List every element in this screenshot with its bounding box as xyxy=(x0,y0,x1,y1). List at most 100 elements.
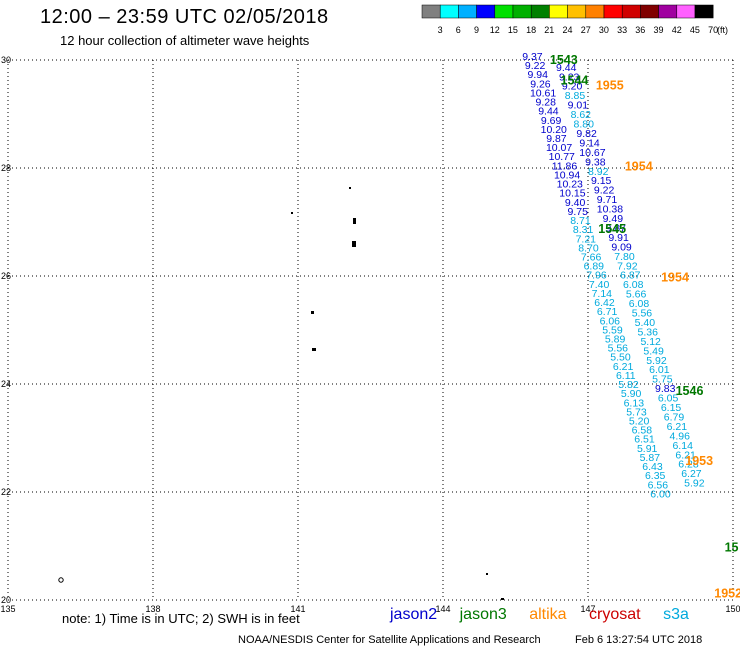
colorbar-tick-label: 33 xyxy=(617,25,627,35)
wave-height-value: 6.21 xyxy=(667,421,688,433)
wave-height-value: 8.70 xyxy=(578,242,599,254)
wave-height-value: 9.28 xyxy=(536,97,557,109)
colorbar-tick-label: 42 xyxy=(672,25,682,35)
wave-height-value: 6.87 xyxy=(620,270,641,282)
colorbar-tick-label: 30 xyxy=(599,25,609,35)
pass-time-label: 1543 xyxy=(550,53,578,67)
wave-height-value: 9.37 xyxy=(522,51,543,63)
pass-time-label: 15 xyxy=(725,540,739,554)
wave-height-value: 6.58 xyxy=(632,425,653,437)
wave-height-value: 9.20 xyxy=(562,81,583,93)
wave-height-value: 9.87 xyxy=(546,133,567,145)
wave-height-value: 7.66 xyxy=(581,251,602,263)
wave-height-value: 10.20 xyxy=(541,124,567,136)
wave-height-value: 8.62 xyxy=(571,109,592,121)
latitude-tick-label: 26 xyxy=(1,271,11,281)
island xyxy=(352,241,356,247)
footer-timestamp: Feb 6 13:27:54 UTC 2018 xyxy=(575,634,703,646)
wave-height-value: 5.40 xyxy=(635,317,656,329)
colorbar-tick-label: 3 xyxy=(438,25,443,35)
latitude-tick-label: 30 xyxy=(1,55,11,65)
wave-height-value: 9.14 xyxy=(579,137,600,149)
colorbar-tick-label: 18 xyxy=(526,25,536,35)
colorbar-unit-label: (ft) xyxy=(717,25,728,35)
wave-height-value: 5.12 xyxy=(640,336,661,348)
wave-height-value: 5.49 xyxy=(643,345,664,357)
wave-height-value: 6.21 xyxy=(675,449,696,461)
colorbar-tick-label: 6 xyxy=(456,25,461,35)
wave-height-value: 10.94 xyxy=(554,169,580,181)
longitude-tick-label: 147 xyxy=(580,604,595,614)
colorbar-tick-label: 45 xyxy=(690,25,700,35)
track-s3a-1: 9.449.239.208.859.018.628.809.829.1410.6… xyxy=(556,62,705,490)
colorbar-tick-label: 15 xyxy=(508,25,518,35)
wave-height-value: 9.83 xyxy=(655,383,676,395)
latitude-tick-label: 22 xyxy=(1,487,11,497)
wave-height-value: 6.01 xyxy=(649,364,670,376)
page-subtitle: 12 hour collection of altimeter wave hei… xyxy=(60,33,310,48)
wave-height-value: 10.67 xyxy=(579,147,605,159)
wave-height-value: 5.92 xyxy=(646,355,667,367)
colorbar-tick-label: 70 xyxy=(708,25,718,35)
wave-height-value: 5.92 xyxy=(684,478,705,490)
wave-height-value: 9.38 xyxy=(585,156,606,168)
units-note: note: 1) Time is in UTC; 2) SWH is in fe… xyxy=(62,611,300,626)
wave-height-value: 7.40 xyxy=(589,279,610,291)
wave-height-value: 9.49 xyxy=(603,213,624,225)
wave-height-value: 9.22 xyxy=(525,60,546,72)
pass-time-label: 1954 xyxy=(625,160,653,174)
wave-height-value: 10.38 xyxy=(597,204,623,216)
wave-height-value: 8.80 xyxy=(573,119,594,131)
wave-height-value: 6.42 xyxy=(594,297,615,309)
wave-height-value: 5.56 xyxy=(632,308,653,320)
track-jason2: 9.379.229.949.2610.619.289.449.6910.209.… xyxy=(522,51,671,500)
island xyxy=(501,598,504,600)
island xyxy=(58,577,64,583)
legend-altika: altika xyxy=(529,606,567,623)
wave-height-value: 9.15 xyxy=(591,175,612,187)
wave-height-value: 5.66 xyxy=(626,289,647,301)
wave-height-value: 9.87 xyxy=(606,222,627,234)
colorbar-tick-label: 39 xyxy=(653,25,663,35)
wave-height-value: 6.05 xyxy=(658,393,679,405)
wave-height-value: 5.75 xyxy=(652,374,673,386)
wave-height-value: 6.89 xyxy=(584,261,605,273)
wave-height-value: 6.00 xyxy=(650,488,671,500)
wave-height-value: 9.26 xyxy=(530,78,551,90)
wave-height-value: 8.85 xyxy=(565,90,586,102)
footer-credit: NOAA/NESDIS Center for Satellite Applica… xyxy=(238,634,541,646)
longitude-tick-label: 141 xyxy=(290,604,305,614)
island xyxy=(349,187,351,189)
wave-height-value: 9.44 xyxy=(556,62,577,74)
wave-height-value: 5.89 xyxy=(605,333,626,345)
island xyxy=(486,573,488,575)
wave-height-value: 7.96 xyxy=(586,270,607,282)
wave-height-value: 9.44 xyxy=(538,106,559,118)
wave-height-value: 5.59 xyxy=(602,324,623,336)
wave-height-value: 6.11 xyxy=(616,370,636,382)
colorbar-tick-label: 12 xyxy=(490,25,500,35)
wave-height-value: 7.14 xyxy=(592,288,613,300)
wave-height-value: 6.51 xyxy=(634,434,655,446)
wave-height-value: 9.01 xyxy=(568,100,589,112)
wave-height-value: 5.36 xyxy=(638,326,659,338)
wave-height-value: 9.69 xyxy=(541,115,562,127)
pass-time-label: 1955 xyxy=(596,79,624,93)
island xyxy=(311,311,314,314)
wave-height-value: 9.91 xyxy=(608,232,629,244)
wave-height-value: 5.90 xyxy=(621,388,642,400)
wave-height-value: 11.86 xyxy=(552,160,578,172)
wave-height-value: 5.91 xyxy=(637,443,658,455)
wave-height-value: 10.77 xyxy=(549,151,575,163)
wave-height-value: 6.14 xyxy=(672,440,693,452)
wave-height-value: 10.15 xyxy=(559,188,585,200)
wave-height-value: 6.06 xyxy=(600,315,621,327)
latitude-tick-label: 20 xyxy=(1,595,11,605)
wave-height-value: 9.40 xyxy=(565,197,586,209)
colorbar-tick-label: 27 xyxy=(581,25,591,35)
wave-height-value: 9.71 xyxy=(597,194,618,206)
wave-height-value: 7.92 xyxy=(617,260,638,272)
wave-height-value: 6.56 xyxy=(648,479,669,491)
pass-time-label: 1954 xyxy=(661,270,689,284)
